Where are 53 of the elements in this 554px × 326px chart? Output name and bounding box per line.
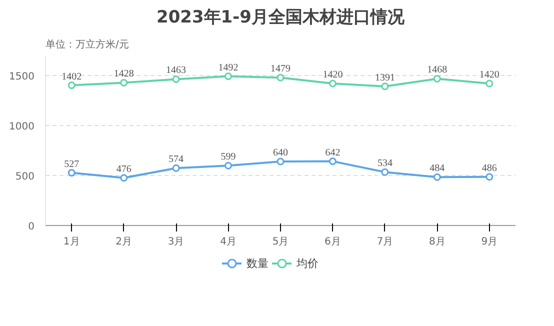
legend-label: 数量 [246, 256, 268, 270]
point [172, 75, 180, 83]
data-label: 1420 [322, 70, 343, 80]
x-tick-label: 7月 [376, 236, 394, 248]
point [486, 80, 494, 88]
data-label: 1463 [166, 65, 186, 76]
point [328, 158, 336, 166]
y-tick-label: 500 [15, 172, 35, 182]
point [433, 74, 441, 82]
point [172, 164, 180, 172]
point [381, 168, 389, 176]
point [224, 162, 232, 170]
y-tick-label: 1000 [9, 122, 35, 132]
point [120, 174, 128, 182]
data-label: 476 [116, 164, 132, 175]
data-label: 486 [482, 162, 497, 174]
point [433, 173, 441, 181]
point [120, 78, 128, 86]
data-label: 1391 [374, 72, 395, 84]
x-tick-label: 5月 [272, 236, 289, 248]
data-label: 1402 [62, 71, 82, 82]
data-label: 527 [64, 158, 80, 170]
point [276, 74, 284, 82]
x-tick-label: 6月 [324, 236, 341, 248]
data-label: 599 [220, 152, 236, 163]
legend-label: 均价 [296, 256, 318, 270]
x-tick-label: 1月 [63, 236, 80, 248]
y-axis-title: 单位：万立方米/元 [46, 38, 129, 50]
point [381, 82, 389, 90]
point [224, 72, 232, 80]
data-label: 1428 [114, 68, 134, 80]
data-label: 640 [273, 148, 288, 158]
point [276, 158, 284, 166]
data-label: 1492 [218, 62, 238, 74]
point [68, 169, 76, 177]
x-tick-label: 2月 [116, 236, 132, 248]
data-label: 642 [325, 147, 340, 158]
data-label: 1479 [270, 64, 290, 75]
x-tick-label: 3月 [168, 236, 184, 248]
x-tick-label: 9月 [481, 236, 498, 248]
data-label: 1420 [479, 70, 500, 80]
y-tick-label: 0 [28, 222, 35, 232]
data-label: 1468 [427, 64, 448, 76]
x-tick-label: 4月 [220, 236, 236, 248]
data-label: 574 [168, 154, 184, 166]
point [328, 80, 336, 88]
chart-title: 2023年1-9月全国木材进口情况 [156, 8, 406, 28]
point [68, 82, 76, 90]
point [486, 173, 494, 181]
x-tick-label: 8月 [428, 236, 446, 248]
data-label: 534 [377, 158, 392, 170]
data-label: 484 [430, 163, 445, 174]
y-tick-label: 1500 [9, 72, 35, 82]
